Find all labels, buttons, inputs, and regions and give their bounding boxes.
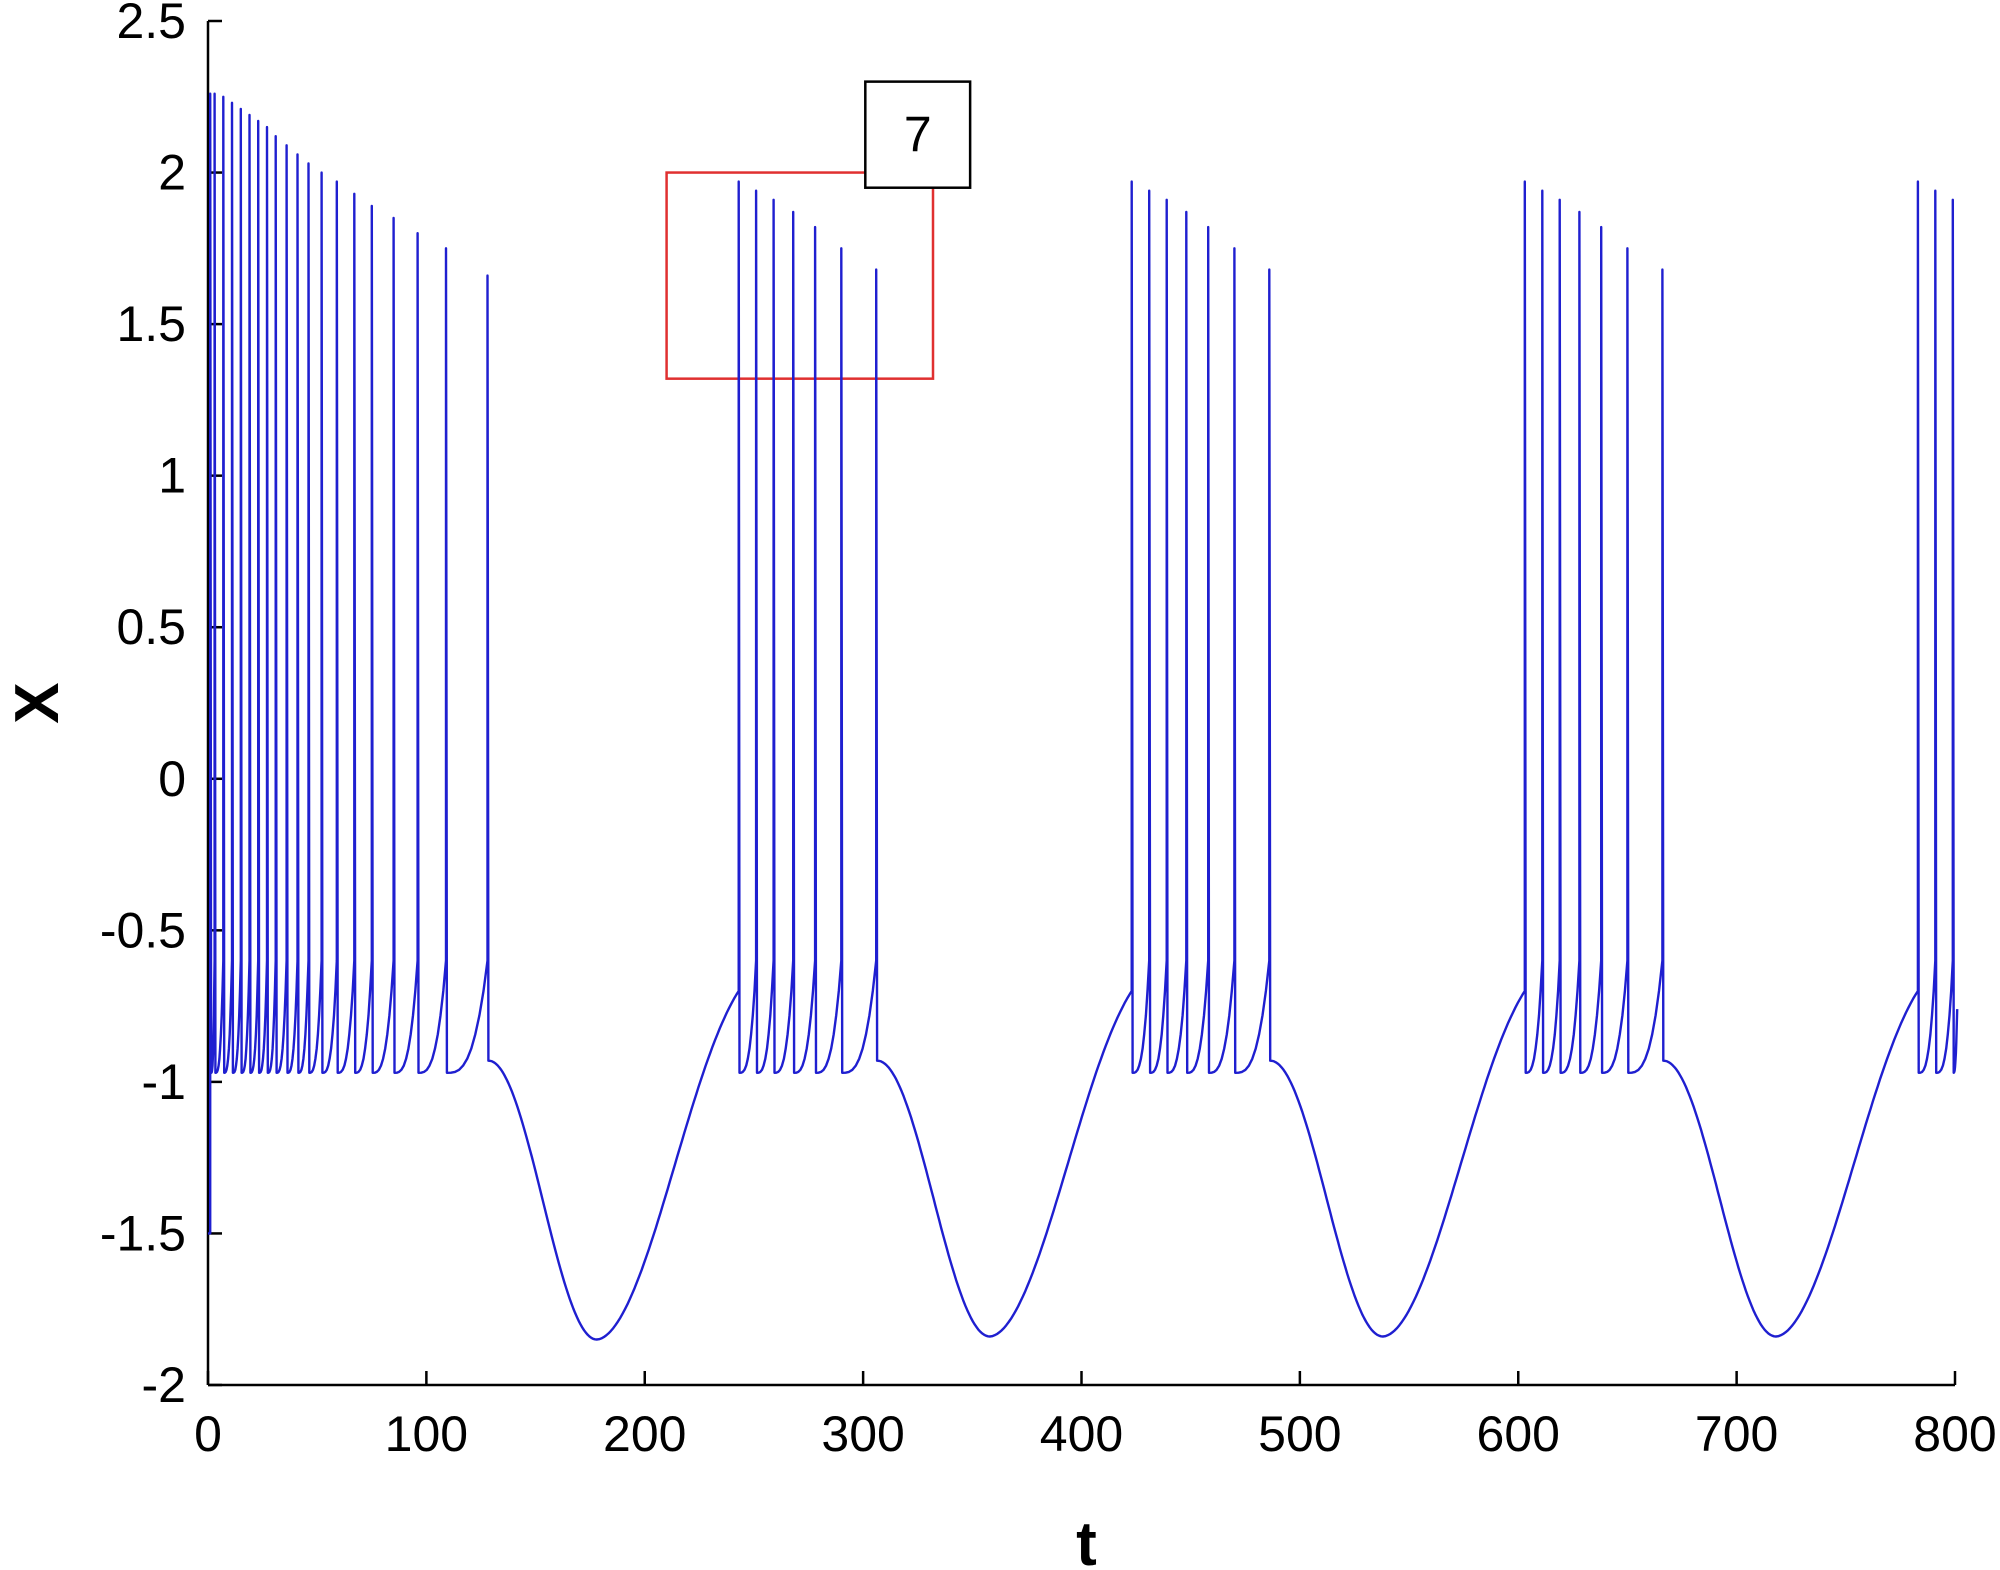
y-tick-label: -0.5 [100, 902, 186, 958]
series [208, 92, 1959, 1341]
y-tick-label: -1 [142, 1054, 186, 1110]
annotation-box [864, 80, 972, 189]
x-tick-label: 400 [1040, 1406, 1123, 1462]
y-tick-label: -1.5 [100, 1205, 186, 1261]
x-tick-label: 300 [821, 1406, 904, 1462]
y-tick-label: -2 [142, 1357, 186, 1413]
highlight-rect [665, 171, 935, 380]
y-tick-label: 0.5 [116, 599, 186, 655]
annotations: 7 [665, 80, 972, 380]
y-tick-label: 1.5 [116, 296, 186, 352]
annotation-box-label: 7 [904, 107, 932, 163]
y-tick-label: 1 [158, 448, 186, 504]
x-tick-label: 500 [1258, 1406, 1341, 1462]
x-tick-label: 800 [1913, 1406, 1996, 1462]
y-axis-label: X [3, 682, 72, 723]
x-axis-label: t [1076, 1510, 1097, 1570]
x-tick-label: 100 [385, 1406, 468, 1462]
x-tick-label: 600 [1477, 1406, 1560, 1462]
x-tick-label: 0 [194, 1406, 222, 1462]
y-tick-label: 2.5 [116, 0, 186, 49]
series-line-x [208, 92, 1959, 1341]
y-tick-label: 2 [158, 145, 186, 201]
y-tick-label: 0 [158, 751, 186, 807]
axes: -2 -1.5 -1 -0.5 0 0.5 1 1.5 2 2.5 0 100 200 300 400 500… [100, 0, 1997, 1462]
x-tick-label: 200 [603, 1406, 686, 1462]
x-tick-label: 700 [1695, 1406, 1778, 1462]
